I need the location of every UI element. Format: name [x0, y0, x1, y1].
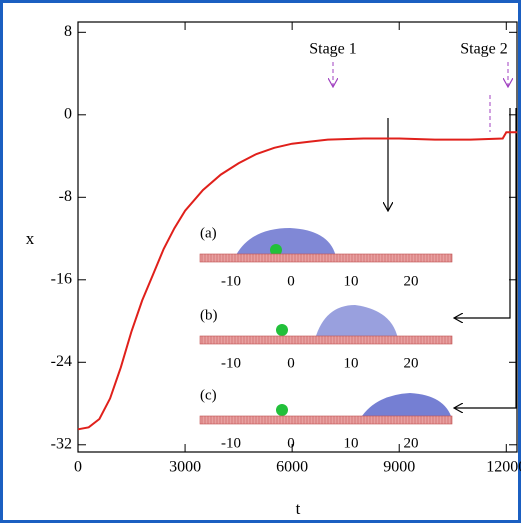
inset-label: (b) — [200, 307, 218, 323]
inset-tick-label: -10 — [221, 435, 241, 451]
x-tick-label: 9000 — [383, 459, 415, 476]
x-tick-label: 3000 — [169, 459, 201, 476]
arrow-c — [455, 108, 517, 408]
inset-tick-label: 0 — [287, 435, 295, 451]
y-tick-label: -32 — [51, 435, 72, 452]
y-tick-label: 0 — [64, 105, 72, 122]
inset-tick-label: 20 — [404, 273, 419, 289]
inset-tick-label: 20 — [404, 355, 419, 371]
inset-c-art — [276, 393, 452, 419]
stage-1-label: Stage 1 — [309, 41, 357, 58]
x-tick-label: 6000 — [276, 459, 308, 476]
inset-tick-label: -10 — [221, 273, 241, 289]
inset-substrate — [199, 415, 453, 425]
inset-tick-label: 0 — [287, 355, 295, 371]
stage-2-label: Stage 2 — [460, 41, 508, 58]
x-tick-label: 12000 — [486, 459, 521, 476]
inset-tick-label: 10 — [344, 355, 359, 371]
inset-tick-label: 10 — [344, 273, 359, 289]
inset-tick-label: 20 — [404, 435, 419, 451]
y-tick-label: -16 — [51, 270, 72, 287]
y-axis-label: x — [26, 229, 35, 248]
inset-label: (a) — [200, 225, 217, 241]
inset-a-art — [235, 228, 336, 257]
data-line — [77, 131, 517, 431]
y-tick-label: -24 — [51, 353, 72, 370]
y-tick-label: -8 — [59, 188, 72, 205]
inset-b-art — [276, 305, 398, 339]
inset-label: (c) — [200, 387, 217, 403]
plot-frame — [77, 21, 518, 453]
inset-substrate — [199, 253, 453, 263]
arrow-b — [455, 108, 511, 318]
inset-tick-label: -10 — [221, 355, 241, 371]
y-tick-label: 8 — [64, 23, 72, 40]
inset-tick-label: 10 — [344, 435, 359, 451]
inset-tick-label: 0 — [287, 273, 295, 289]
x-tick-label: 0 — [74, 459, 82, 476]
inset-substrate — [199, 335, 453, 345]
x-axis-label: t — [296, 499, 301, 518]
